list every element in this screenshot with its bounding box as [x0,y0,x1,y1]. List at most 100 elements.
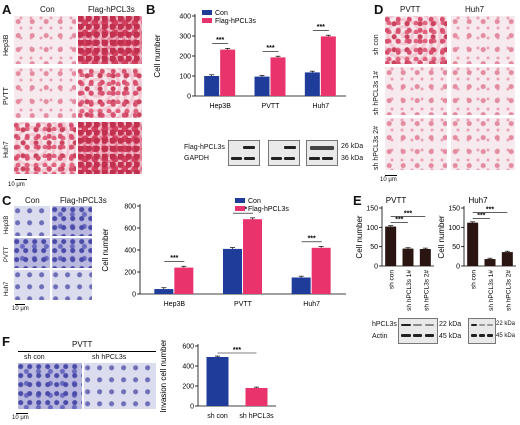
y-tick-label-e2: 100 [448,225,460,232]
category-label-c: PVTT [234,301,253,308]
category-label-e2: sh hPCL3s 2# [505,270,512,311]
panel-label-b: B [146,2,156,17]
y-axis-label-e1: Cell number [355,215,364,258]
y-tick-label-c: 600 [124,226,136,233]
y-tick-label-f: 200 [182,384,194,391]
category-label-e2: sh hPCL3s 1# [488,270,495,311]
sig-label-e1: *** [404,211,412,218]
y-tick-label-e1: 0 [374,264,378,271]
y-axis-label-c: Cell number [101,228,110,271]
blot-b-kda-36: 36 kDa [341,155,364,162]
panel-d-row-sh1: sh hPCL3s 1# [373,71,380,115]
scale-text-c: 10 μm [12,306,29,312]
blot-e-huh7-kda-45: 45 kDa [496,333,516,339]
y-tick-label-e2: 50 [452,244,460,251]
panel-c-row-pvtt: PVTT [4,246,10,262]
legend-label-b: Con [215,10,228,17]
panel-f-title: PVTT [72,340,93,349]
category-label-e1: sh hPCL3s 2# [423,270,430,311]
panel-f-col-shcon: sh con [24,354,45,361]
micrograph-c-huh7-con [14,270,50,300]
category-label-c: Huh7 [303,301,320,308]
legend-label-c: Con [248,198,261,205]
bar-b [220,49,236,96]
category-label-e1: sh hPCL3s 1# [406,270,413,311]
legend-swatch-c [235,198,245,203]
y-tick-label-e1: 50 [370,244,378,251]
category-label-b: Huh7 [312,103,329,110]
scale-text-f: 10 μm [12,415,29,421]
scale-text-d: 10 μm [380,177,397,183]
bar-c [223,248,242,294]
scale-text-a: 10 μm [8,182,25,188]
panel-a-row-hep3b: Hep3B [3,34,10,56]
panel-label-f: F [2,334,10,349]
blot-e-huh7 [468,318,496,344]
bar-f [206,357,229,406]
micrograph-d-huh7-sh2 [451,118,515,170]
micrograph-a-hep3b-con [14,16,76,64]
bar-c [311,247,331,294]
bar-b [304,72,320,96]
panel-c-col-con: Con [25,196,40,205]
micrograph-d-pvtt-sh1 [385,67,447,115]
panel-c-row-hep3b: Hep3B [4,215,10,234]
chart-f: 0 200 400 600 Invasion cell number sh con sh h… [159,340,276,420]
micrograph-a-pvtt-con [14,68,76,118]
y-axis-label-b: Cell number [153,34,162,77]
micrograph-a-pvtt-flag [78,68,142,118]
panel-f-title-line [18,351,156,352]
category-label-f: sh hPCL3s [239,413,274,420]
legend-swatch-b [202,18,212,23]
panel-c-col-flag: Flag-hPCL3s [60,196,107,205]
y-tick-label-f: 400 [182,364,194,371]
panel-d-col-huh7: Huh7 [465,5,485,14]
blot-b-label-flag: Flag-hPCL3s [184,144,225,151]
blot-e-pvtt [398,318,438,344]
panel-a-row-huh7: Huh7 [3,141,10,158]
bar-b [270,57,286,96]
micrograph-a-hep3b-flag [78,16,142,64]
bar-f [245,388,268,406]
blot-b-huh7 [306,140,338,166]
micrograph-d-pvtt-sh2 [385,118,447,170]
bar-e2 [484,259,496,266]
micrograph-c-pvtt-con [14,238,50,268]
category-label-c: Hep3B [164,301,186,308]
chart-c: 0 200 400 600 800 Cell number Hep3B PVTT Huh7 ***… [101,198,346,308]
category-label-f: sh con [207,413,228,420]
y-tick-label-e1: 150 [366,206,378,213]
category-label-b: Hep3B [209,103,231,110]
category-label-e1: sh con [389,270,396,290]
blot-b-hep3b [228,140,260,166]
bar-b [320,36,336,96]
sig-label-b: *** [317,24,325,31]
y-axis-label-f: Invasion cell number [159,340,168,413]
scale-bar-f [16,413,28,414]
blot-b-label-gapdh: GAPDH [184,155,209,162]
y-tick-label-e1: 100 [366,225,378,232]
blot-e-huh7-kda-22: 22 kDa [496,321,516,327]
micrograph-f-shhpcl3s [84,363,156,409]
y-tick-label-c: 400 [124,248,136,255]
panel-f-col-shhpcl3s: sh hPCL3s [92,354,127,361]
micrograph-c-pvtt-flag [52,238,92,268]
category-label-b: PVTT [262,103,281,110]
y-tick-label-b: 100 [179,74,191,81]
panel-label-c: C [2,193,12,208]
blot-e-pvtt-kda-45: 45 kDa [439,333,462,340]
panel-label-a: A [2,2,12,17]
blot-e-pvtt-kda-22: 22 kDa [439,321,462,328]
micrograph-a-huh7-flag [78,122,142,174]
micrograph-f-shcon [18,363,82,409]
bar-e1 [402,248,414,266]
bar-b [254,76,270,96]
micrograph-c-hep3b-con [14,206,50,236]
y-tick-label-c: 800 [124,204,136,211]
y-tick-label-b: 400 [179,14,191,21]
bar-c [243,219,262,294]
y-tick-label-c: 0 [132,292,136,299]
legend-label-b: Flag-hPCL3s [215,18,256,25]
bar-e2 [501,252,513,266]
